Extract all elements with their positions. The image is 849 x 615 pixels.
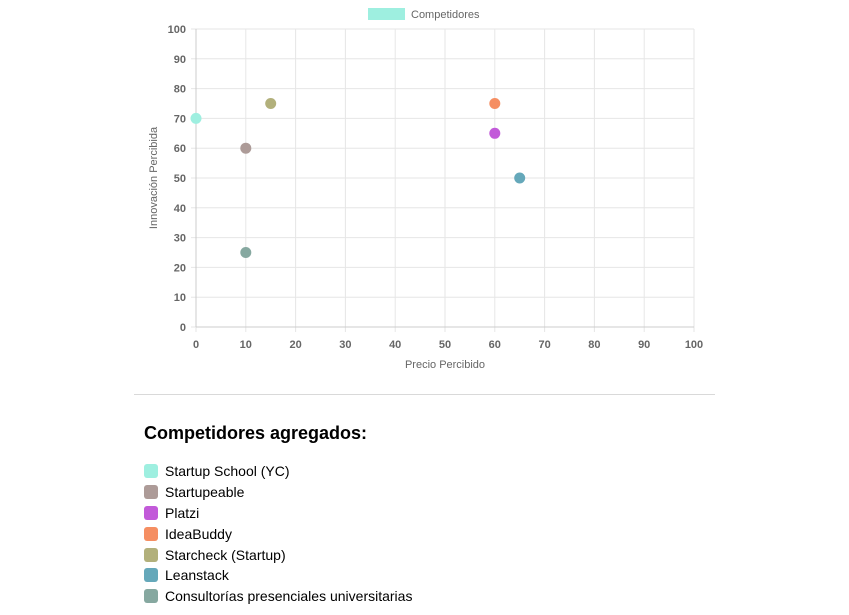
y-tick-label: 70 — [174, 113, 186, 125]
y-tick-label: 20 — [174, 262, 186, 274]
competitor-color-swatch — [144, 485, 158, 500]
y-tick-label: 30 — [174, 233, 186, 245]
legend-label: Competidores — [411, 9, 480, 21]
data-point — [514, 172, 526, 184]
x-tick-label: 10 — [240, 339, 252, 351]
competitor-color-swatch — [144, 464, 158, 479]
y-tick-label: 10 — [174, 292, 186, 304]
data-point — [265, 98, 277, 109]
x-axis-title: Precio Percibido — [405, 359, 485, 371]
competitor-name: Startup School (YC) — [165, 463, 290, 480]
y-tick-label: 80 — [174, 84, 186, 96]
y-tick-label: 90 — [174, 54, 186, 66]
competitor-list: Startup School (YC) Startupeable Platzi Ide… — [144, 461, 744, 607]
competitor-color-swatch — [144, 526, 158, 541]
y-tick-label: 0 — [180, 322, 186, 334]
scatter-chart: 0 10 20 30 40 50 60 70 80 90 100 0 10 20 30 40 50 60 70 80 9… — [148, 8, 703, 371]
x-tick-label: 60 — [489, 339, 501, 351]
competitor-list-item: Startupeable — [144, 482, 744, 503]
y-tick-label: 40 — [174, 203, 186, 215]
y-tick-label: 50 — [174, 173, 186, 185]
competitor-list-item: Starcheck (Startup) — [144, 544, 744, 565]
competitor-name: Platzi — [165, 504, 200, 521]
x-tick-label: 20 — [289, 339, 301, 351]
competitor-color-swatch — [144, 589, 158, 604]
competitor-list-item: IdeaBuddy — [144, 523, 744, 544]
x-tick-label: 50 — [439, 339, 451, 351]
chart-canvas: 0 10 20 30 40 50 60 70 80 90 100 0 10 20 30 40 50 60 70 80 9… — [148, 8, 703, 371]
legend-swatch — [368, 8, 405, 20]
data-point — [190, 112, 202, 124]
competitor-color-swatch — [144, 547, 158, 562]
competitor-name: Starcheck (Startup) — [165, 546, 286, 563]
competitor-name: Leanstack — [165, 567, 229, 584]
x-tick-label: 70 — [538, 339, 550, 351]
competitor-name: IdeaBuddy — [165, 525, 232, 542]
x-tick-label: 100 — [685, 339, 703, 351]
x-tick-label: 40 — [389, 339, 401, 351]
data-point — [240, 247, 252, 258]
y-tick-label: 100 — [168, 24, 186, 36]
competitor-list-item: Leanstack — [144, 565, 744, 586]
x-tick-label: 30 — [339, 339, 351, 351]
competitor-list-section: Competidores agregados: Startup School (… — [144, 423, 744, 607]
competitor-list-item: Startup School (YC) — [144, 461, 744, 482]
competitor-color-swatch — [144, 568, 158, 583]
x-tick-label: 90 — [638, 339, 650, 351]
competitor-list-title: Competidores agregados: — [144, 423, 368, 443]
competitor-name: Consultorías presenciales universitarias — [165, 588, 413, 605]
competitor-list-item: Platzi — [144, 503, 744, 524]
competitor-color-swatch — [144, 505, 158, 520]
competitor-list-item: Consultorías presenciales universitarias — [144, 586, 744, 607]
x-tick-label: 80 — [588, 339, 600, 351]
x-tick-label: 0 — [193, 339, 199, 351]
data-point — [489, 127, 501, 139]
y-axis-title: Innovación Percibida — [148, 126, 160, 229]
data-point — [489, 98, 501, 109]
y-tick-label: 60 — [174, 143, 186, 155]
data-point — [240, 142, 252, 154]
section-divider — [134, 394, 715, 395]
competitor-name: Startupeable — [165, 484, 245, 501]
